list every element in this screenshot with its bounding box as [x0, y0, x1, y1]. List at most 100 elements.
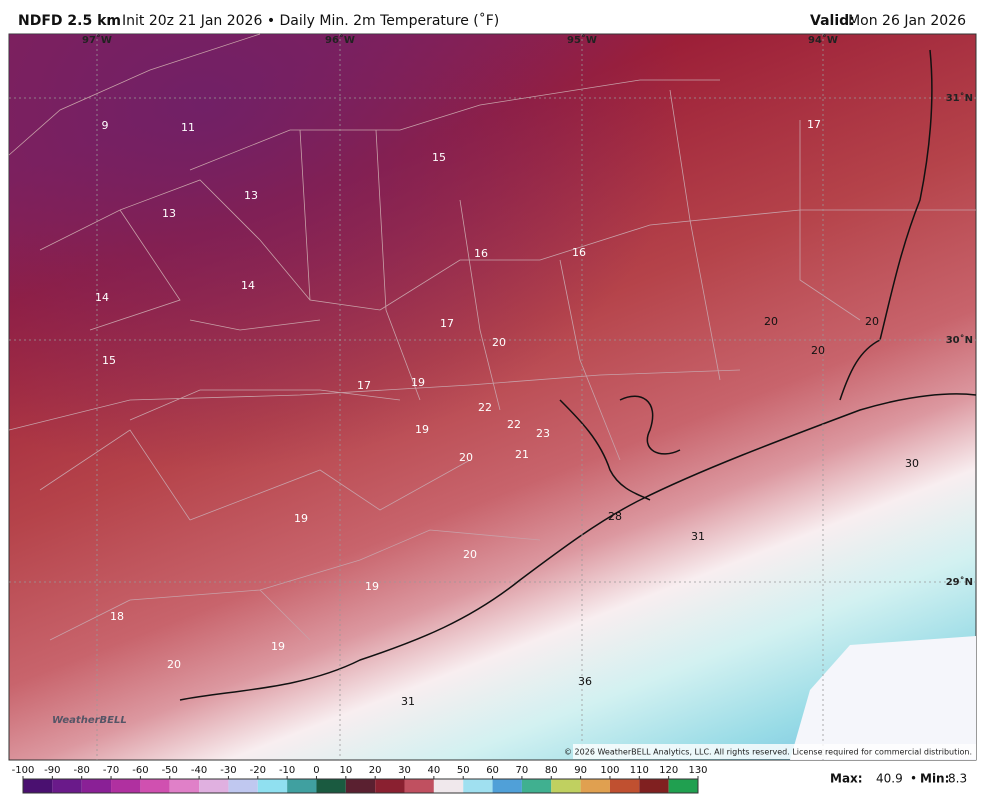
colorbar-tick-label: -100	[12, 765, 35, 776]
temperature-label: 21	[515, 448, 529, 461]
temperature-label: 22	[478, 401, 492, 414]
logo: WeatherBELL	[52, 715, 127, 726]
colorbar-segment	[169, 779, 200, 793]
valid-label: Valid:	[810, 13, 855, 29]
colorbar-segment	[316, 779, 346, 793]
temperature-label: 17	[807, 118, 821, 131]
colorbar-tick-label: 130	[688, 765, 707, 776]
colorbar-segment	[111, 779, 141, 793]
map-title: NDFD 2.5 km	[18, 13, 121, 29]
coastline	[179, 49, 977, 701]
colorbar-tick-label: 90	[574, 765, 587, 776]
min-label: Min:	[920, 772, 949, 786]
temperature-label: 19	[365, 580, 379, 593]
temperature-label: 15	[432, 151, 446, 164]
latitude-label: 30˚N	[946, 334, 973, 346]
colorbar-segment	[52, 779, 82, 793]
colorbar-frame	[22, 778, 699, 794]
temperature-label: 14	[95, 291, 109, 304]
temperature-label: 20	[167, 658, 181, 671]
temperature-label: 16	[572, 246, 586, 259]
colorbar-segment	[257, 779, 288, 793]
temperature-label: 22	[507, 418, 521, 431]
temperature-label: 20	[764, 315, 778, 328]
colorbar-tick-label: -80	[74, 765, 90, 776]
graticule-lines	[9, 34, 976, 760]
colorbar-segment	[668, 779, 698, 793]
colorbar-tick-label: 40	[428, 765, 441, 776]
colorbar-tick-label: 20	[369, 765, 382, 776]
colorbar-segment	[228, 779, 258, 793]
temperature-label: 9	[102, 119, 109, 132]
colorbar-segment	[199, 779, 229, 793]
colorbar-tick-label: -70	[103, 765, 119, 776]
colorbar-segment	[580, 779, 610, 793]
colorbar-segment	[345, 779, 376, 793]
temperature-label: 20	[459, 451, 473, 464]
map-field-warm	[790, 636, 976, 760]
colorbar-segment	[23, 779, 53, 793]
colorbar-segment	[375, 779, 405, 793]
colorbar-tick-label: 0	[313, 765, 319, 776]
temperature-label: 30	[905, 457, 919, 470]
longitude-label: 97˚W	[82, 34, 112, 46]
colorbar-segment	[140, 779, 170, 793]
colorbar-segment	[404, 779, 434, 793]
temperature-label: 17	[357, 379, 371, 392]
map-field-cold	[9, 34, 976, 760]
colorbar-tick-label: 110	[630, 765, 649, 776]
temperature-label: 17	[440, 317, 454, 330]
colorbar-tick-label: -60	[132, 765, 148, 776]
colorbar-tick-label: -90	[44, 765, 60, 776]
max-label: Max:	[830, 772, 863, 786]
temperature-label: 19	[271, 640, 285, 653]
colorbar: -100 -90 -80 -70 -60 -50 -40 -30 -20 -10 0 10 20 30 40…	[12, 765, 708, 794]
colorbar-tick-label: 120	[659, 765, 678, 776]
colorbar-segment	[521, 779, 552, 793]
colorbar-tick-label: -50	[162, 765, 178, 776]
colorbar-tick-label: 60	[486, 765, 499, 776]
temperature-label: 28	[608, 510, 622, 523]
temperature-label: 16	[474, 247, 488, 260]
temperature-label: 23	[536, 427, 550, 440]
latitude-label: 31˚N	[946, 92, 973, 104]
colorbar-tick-label: 100	[600, 765, 619, 776]
longitude-label: 95˚W	[567, 34, 597, 46]
colorbar-tick-label: 10	[339, 765, 352, 776]
county-lines	[8, 33, 976, 641]
colorbar-tick-label: -10	[279, 765, 295, 776]
colorbar-segment	[492, 779, 522, 793]
temperature-label: 14	[241, 279, 255, 292]
temperature-label: 31	[401, 695, 415, 708]
colorbar-segment	[81, 779, 112, 793]
temperature-label: 18	[110, 610, 124, 623]
temperature-label: 19	[415, 423, 429, 436]
colorbar-tick-label: 70	[516, 765, 529, 776]
map: WeatherBELL © 2026 WeatherBELL Analytics…	[8, 33, 977, 761]
colorbar-segment	[609, 779, 640, 793]
colorbar-tick-label: -40	[191, 765, 207, 776]
colorbar-tick-label: 80	[545, 765, 558, 776]
stats-separator: •	[910, 772, 917, 786]
temperature-label: 15	[102, 354, 116, 367]
temperature-label: 20	[811, 344, 825, 357]
temperature-label: 19	[411, 376, 425, 389]
longitude-label: 96˚W	[325, 34, 355, 46]
temperature-label: 19	[294, 512, 308, 525]
temperature-label: 20	[865, 315, 879, 328]
colorbar-tick-label: 30	[398, 765, 411, 776]
colorbar-segment	[639, 779, 669, 793]
colorbar-tick-label: 50	[457, 765, 470, 776]
temperature-label: 13	[244, 189, 258, 202]
temperature-label: 20	[463, 548, 477, 561]
temperature-label: 13	[162, 207, 176, 220]
temperature-label: 11	[181, 121, 195, 134]
map-subtitle: Init 20z 21 Jan 2026 • Daily Min. 2m Tem…	[122, 12, 499, 29]
colorbar-segment	[433, 779, 464, 793]
longitude-label: 94˚W	[808, 34, 838, 46]
colorbar-segment	[463, 779, 493, 793]
latitude-label: 29˚N	[946, 576, 973, 588]
colorbar-segment	[551, 779, 581, 793]
temperature-label: 36	[578, 675, 592, 688]
